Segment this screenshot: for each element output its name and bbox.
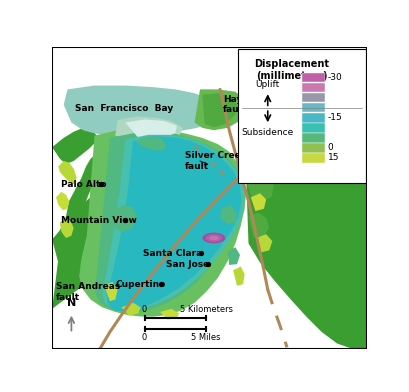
Polygon shape: [56, 192, 69, 210]
Polygon shape: [202, 232, 225, 243]
Polygon shape: [160, 309, 179, 319]
Bar: [301, 133, 325, 143]
Polygon shape: [52, 109, 106, 309]
Polygon shape: [246, 157, 260, 174]
Text: Displacement
(millimeters): Displacement (millimeters): [254, 59, 329, 81]
Text: 15: 15: [328, 153, 339, 162]
Bar: [301, 83, 325, 93]
Text: 0: 0: [142, 305, 147, 314]
Polygon shape: [233, 267, 245, 286]
Polygon shape: [64, 85, 218, 136]
Polygon shape: [135, 136, 166, 150]
Polygon shape: [251, 193, 266, 211]
Polygon shape: [60, 218, 74, 238]
Polygon shape: [115, 116, 183, 141]
Text: 0: 0: [142, 333, 147, 342]
Polygon shape: [245, 169, 274, 201]
Bar: [301, 93, 325, 102]
Text: Cupertino: Cupertino: [115, 280, 166, 289]
Polygon shape: [202, 93, 237, 127]
Polygon shape: [249, 212, 269, 238]
Bar: [301, 73, 325, 82]
Text: -15: -15: [328, 113, 343, 122]
Text: San  Francisco  Bay: San Francisco Bay: [75, 104, 173, 113]
Polygon shape: [195, 89, 246, 130]
Text: Santa Clara: Santa Clara: [143, 249, 202, 258]
Text: Uplift: Uplift: [256, 80, 280, 89]
Polygon shape: [243, 89, 367, 349]
Polygon shape: [52, 85, 102, 263]
Text: Silver Creek
fault: Silver Creek fault: [184, 151, 246, 171]
Bar: [301, 103, 325, 113]
Text: 0: 0: [328, 143, 334, 152]
Polygon shape: [52, 85, 97, 164]
Text: -30: -30: [328, 73, 343, 82]
Text: Palo Alto: Palo Alto: [61, 180, 107, 189]
Text: Mountain View: Mountain View: [61, 216, 137, 225]
Polygon shape: [105, 282, 118, 301]
Polygon shape: [110, 205, 137, 232]
Polygon shape: [94, 132, 243, 313]
Bar: [301, 123, 325, 132]
Polygon shape: [228, 247, 240, 265]
Polygon shape: [125, 120, 177, 140]
Text: 5 Kilometers: 5 Kilometers: [180, 305, 233, 314]
Polygon shape: [52, 47, 367, 349]
Text: San Jose: San Jose: [166, 260, 209, 269]
Bar: [301, 143, 325, 152]
Text: Hayward
fault: Hayward fault: [223, 95, 268, 114]
Text: San Andreas
fault: San Andreas fault: [56, 282, 120, 301]
Polygon shape: [220, 205, 237, 224]
Text: N: N: [67, 298, 76, 308]
Text: 5 Miles: 5 Miles: [191, 333, 221, 342]
Bar: [301, 153, 325, 163]
Bar: [301, 113, 325, 123]
Polygon shape: [209, 236, 218, 240]
Polygon shape: [108, 136, 242, 312]
Polygon shape: [121, 303, 141, 316]
Polygon shape: [102, 135, 245, 311]
Polygon shape: [58, 161, 77, 184]
Polygon shape: [79, 128, 246, 317]
Polygon shape: [256, 234, 272, 252]
Text: Subsidence: Subsidence: [242, 127, 294, 136]
Bar: [238, 49, 366, 183]
Polygon shape: [206, 234, 222, 242]
